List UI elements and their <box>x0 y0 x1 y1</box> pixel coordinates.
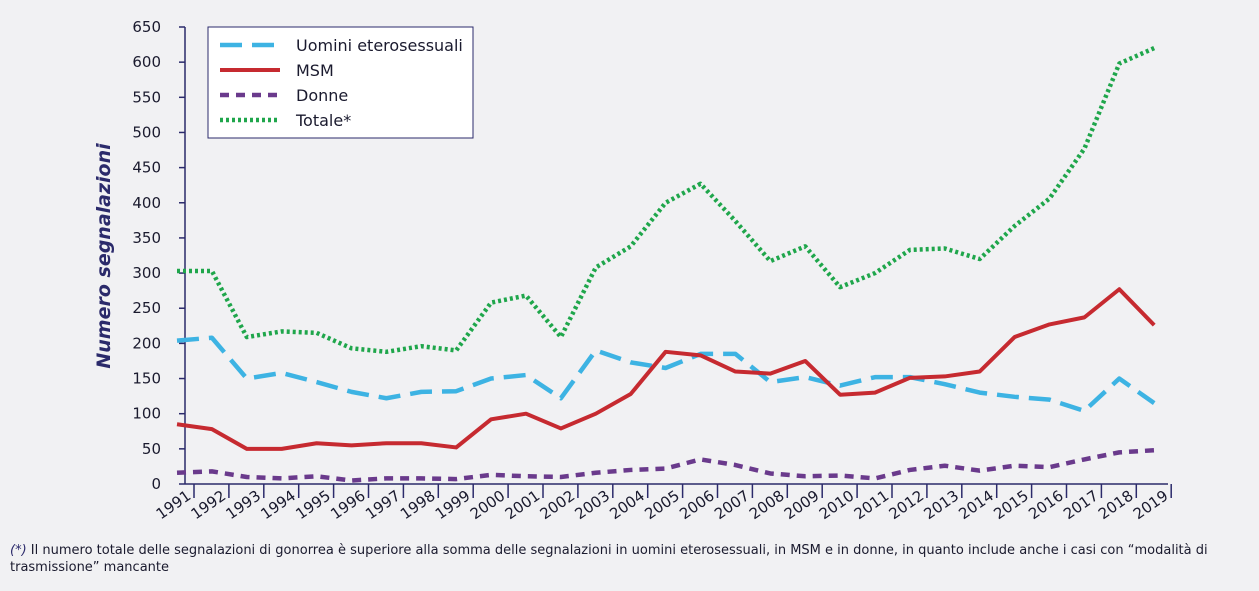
y-tick-label: 300 <box>132 264 161 282</box>
chart: Numero segnalazioni 0 50 100 150 200 250 300 35… <box>93 18 1172 523</box>
y-tick-label: 0 <box>151 475 161 493</box>
y-tick-label: 600 <box>132 53 161 71</box>
y-tick-label: 200 <box>132 334 161 352</box>
y-tick-label: 350 <box>132 229 161 247</box>
legend-label: MSM <box>296 61 334 80</box>
series-line <box>177 46 1156 355</box>
series-line <box>176 287 1156 451</box>
y-tick-label: 150 <box>132 370 161 388</box>
legend-label: Totale* <box>295 111 351 130</box>
page: {"chart_data": {"type": "line", "ylabel"… <box>10 18 1208 575</box>
y-tick-label: 100 <box>132 405 161 423</box>
y-tick-label: 500 <box>132 123 161 141</box>
legend-label: Uomini eterosessuali <box>296 36 463 55</box>
y-tick-label: 450 <box>132 159 161 177</box>
y-tick-label: 550 <box>132 88 161 106</box>
y-tick-label: 650 <box>132 18 161 36</box>
y-axis-label: Numero segnalazioni <box>93 143 115 369</box>
footnote-text: Il numero totale delle segnalazioni di g… <box>10 543 1208 575</box>
footnote-marker: (*) <box>10 543 27 558</box>
series-line <box>176 448 1155 483</box>
y-tick-label: 50 <box>142 440 161 458</box>
footnote: (*) Il numero totale delle segnalazioni … <box>10 542 1250 576</box>
y-tick-label: 400 <box>132 194 161 212</box>
y-tick-label: 250 <box>132 299 161 317</box>
series-line <box>176 335 1156 414</box>
legend-label: Donne <box>296 86 348 105</box>
